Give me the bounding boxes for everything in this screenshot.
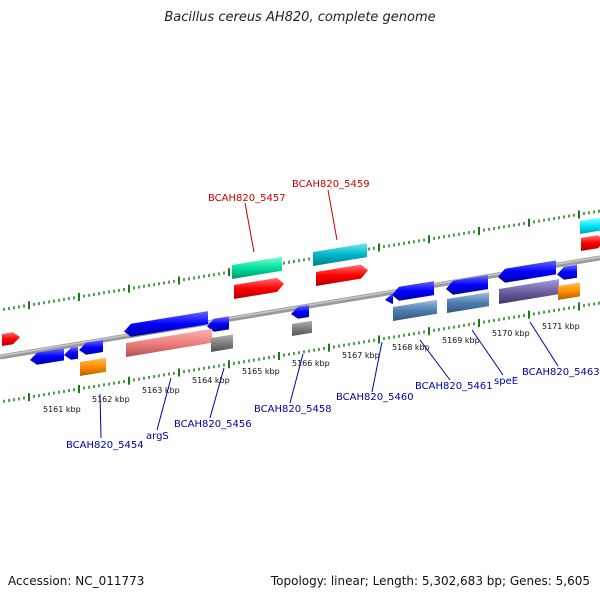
- map-title: Bacillus cereus AH820, complete genome: [164, 10, 436, 25]
- accession-text: Accession: NC_011773: [8, 574, 145, 588]
- gene-gray-misc: [211, 334, 233, 352]
- gene-blue-5456: [207, 316, 229, 332]
- tick-label: 5169 kbp: [442, 336, 480, 345]
- gene-red-5457: [234, 277, 284, 299]
- gene-blue-small: [291, 305, 309, 319]
- leader-line-spee: [471, 329, 504, 376]
- tick-label: 5165 kbp: [242, 367, 280, 376]
- leader-line-5461: [419, 339, 451, 381]
- leader-line-5458: [289, 353, 304, 404]
- tick-ruler-lower: [3, 301, 600, 403]
- gene-label-bcah820-5458: BCAH820_5458: [254, 404, 332, 415]
- leader-line-5459: [327, 189, 338, 241]
- gene-red-right-edge: [581, 235, 600, 251]
- tick-label: 5164 kbp: [192, 376, 230, 385]
- gene-labels: BCAH820_5457 BCAH820_5459 BCAH820_5454 a…: [66, 179, 600, 451]
- gene-label-bcah820-5461: BCAH820_5461: [415, 381, 493, 392]
- gene-blue-5463: [557, 264, 577, 280]
- leader-line-args: [156, 377, 172, 431]
- gene-gray-5458: [292, 320, 312, 336]
- leader-line-5454: [99, 393, 102, 439]
- tick-label: 5162 kbp: [92, 395, 130, 404]
- gene-orange-trna: [80, 357, 106, 376]
- gene-blue-5460: [392, 281, 434, 301]
- gene-blue-args: [124, 311, 208, 337]
- gene-label-bcah820-5459: BCAH820_5459: [292, 179, 370, 190]
- tick-label: 5166 kbp: [292, 359, 330, 368]
- leader-line-5456: [209, 367, 225, 419]
- gene-blue-5454b: [64, 346, 78, 360]
- gene-teal-5459: [313, 243, 367, 266]
- leader-line-5457: [244, 202, 255, 253]
- gene-orange-5463: [558, 282, 580, 300]
- gene-red-edge: [2, 332, 20, 346]
- tick-label: 5163 kbp: [142, 386, 180, 395]
- gene-label-bcah820-5460: BCAH820_5460: [336, 392, 414, 403]
- gene-label-bcah820-5463: BCAH820_5463: [522, 367, 600, 378]
- tick-label: 5168 kbp: [392, 343, 430, 352]
- topology-summary: Topology: linear; Length: 5,302,683 bp; …: [270, 574, 590, 588]
- label-leader-lines: [99, 189, 559, 439]
- tick-labels: 5161 kbp 5162 kbp 5163 kbp 5164 kbp 5165…: [43, 322, 580, 414]
- gene-blue-5454c: [79, 340, 103, 355]
- tick-label: 5167 kbp: [342, 351, 380, 360]
- tick-label: 5161 kbp: [43, 405, 81, 414]
- gene-blue-5461: [446, 275, 488, 295]
- gene-cyan-edge: [580, 217, 600, 234]
- gene-green-5457: [232, 256, 282, 279]
- gene-blue-tiny: [385, 293, 393, 304]
- gene-label-args: argS: [146, 431, 169, 442]
- gene-purple-multi: [499, 279, 559, 304]
- gene-salmon-pseudo: [126, 328, 212, 357]
- gene-blue-5454a: [30, 348, 64, 365]
- gene-label-bcah820-5457: BCAH820_5457: [208, 193, 286, 204]
- gene-blue-spee: [498, 260, 556, 283]
- leader-line-5460: [371, 341, 383, 393]
- gene-label-bcah820-5454: BCAH820_5454: [66, 440, 144, 451]
- gene-features: [2, 217, 600, 376]
- gene-red-5459: [316, 264, 368, 286]
- tick-label: 5171 kbp: [542, 322, 580, 331]
- gene-steel-5461: [447, 292, 489, 313]
- leader-line-5463: [529, 321, 559, 367]
- tick-label: 5170 kbp: [492, 329, 530, 338]
- gene-label-spee: speE: [494, 376, 518, 387]
- gene-label-bcah820-5456: BCAH820_5456: [174, 419, 252, 430]
- gene-steel-5460: [393, 299, 437, 321]
